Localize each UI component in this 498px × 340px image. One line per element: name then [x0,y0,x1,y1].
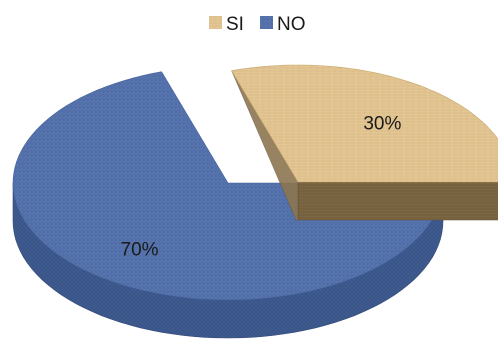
legend-item-si: SI [209,14,244,35]
slice-si-side [297,181,498,221]
slice-no [12,71,444,301]
legend-item-no: NO [260,14,306,35]
legend-swatch-si [209,16,222,29]
legend-swatch-no [260,16,273,29]
pie-slices [12,64,498,339]
data-label-si: 30% [363,113,401,134]
chart-legend: SI NO [209,14,306,35]
pie-data-labels: 30% 70% [121,113,402,260]
slice-si [231,64,498,183]
data-label-no: 70% [121,239,159,260]
legend-label-si: SI [226,14,244,35]
legend-label-no: NO [277,14,306,35]
